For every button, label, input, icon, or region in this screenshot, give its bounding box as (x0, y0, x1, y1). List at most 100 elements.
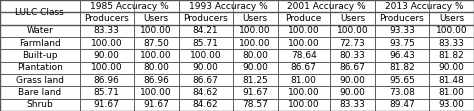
Text: 86.67: 86.67 (339, 63, 365, 72)
Text: 96.43: 96.43 (389, 51, 415, 60)
Text: 78.64: 78.64 (291, 51, 317, 60)
Bar (134, 86, 179, 99)
Text: Grass land: Grass land (16, 76, 64, 85)
Text: 73.08: 73.08 (389, 88, 415, 97)
Text: 100.00: 100.00 (337, 26, 368, 35)
Bar (375, 37, 429, 49)
Bar (278, 49, 330, 62)
Bar (233, 62, 278, 74)
Text: 100.00: 100.00 (239, 39, 271, 48)
Bar (233, 49, 278, 62)
Text: 81.00: 81.00 (291, 76, 317, 85)
Text: Producers: Producers (183, 14, 228, 23)
Bar (0, 86, 80, 99)
Bar (179, 49, 233, 62)
Text: 80.00: 80.00 (242, 51, 268, 60)
Text: 83.33: 83.33 (94, 26, 119, 35)
Bar (134, 62, 179, 74)
Bar (0, 62, 80, 74)
Bar (179, 12, 233, 25)
Text: 85.71: 85.71 (94, 88, 119, 97)
Text: 100.00: 100.00 (91, 39, 122, 48)
Bar (134, 25, 179, 37)
Text: 78.57: 78.57 (242, 100, 268, 109)
Bar (330, 49, 375, 62)
Text: 90.00: 90.00 (438, 63, 465, 72)
Text: 2013 Accuracy %: 2013 Accuracy % (385, 2, 464, 11)
Text: 86.67: 86.67 (291, 63, 317, 72)
Text: 81.25: 81.25 (242, 76, 268, 85)
Text: 81.82: 81.82 (389, 63, 415, 72)
Bar (375, 74, 429, 86)
Bar (0, 0, 80, 25)
Text: Producers: Producers (380, 14, 424, 23)
Bar (179, 0, 278, 12)
Text: 100.00: 100.00 (91, 63, 122, 72)
Bar (375, 0, 474, 12)
Text: 83.33: 83.33 (438, 39, 465, 48)
Text: Water: Water (27, 26, 53, 35)
Bar (179, 62, 233, 74)
Text: 100.00: 100.00 (288, 100, 319, 109)
Bar (134, 49, 179, 62)
Text: 100.00: 100.00 (288, 88, 319, 97)
Bar (179, 74, 233, 86)
Bar (80, 12, 134, 25)
Text: Producers: Producers (84, 14, 129, 23)
Text: 83.33: 83.33 (339, 100, 365, 109)
Text: 86.96: 86.96 (143, 76, 169, 85)
Bar (375, 25, 429, 37)
Bar (330, 99, 375, 111)
Text: 89.47: 89.47 (389, 100, 415, 109)
Bar (233, 74, 278, 86)
Bar (429, 12, 474, 25)
Text: 91.67: 91.67 (143, 100, 169, 109)
Bar (134, 99, 179, 111)
Text: 100.00: 100.00 (140, 51, 172, 60)
Text: 84.62: 84.62 (193, 100, 219, 109)
Bar (278, 12, 330, 25)
Text: Built-up: Built-up (22, 51, 58, 60)
Text: 90.00: 90.00 (193, 63, 219, 72)
Text: 86.67: 86.67 (193, 76, 219, 85)
Text: Farmland: Farmland (19, 39, 61, 48)
Bar (375, 99, 429, 111)
Text: Shrub: Shrub (27, 100, 53, 109)
Text: 100.00: 100.00 (140, 26, 172, 35)
Text: 85.71: 85.71 (193, 39, 219, 48)
Text: 80.00: 80.00 (143, 63, 169, 72)
Text: 86.96: 86.96 (94, 76, 119, 85)
Bar (0, 37, 80, 49)
Bar (80, 62, 134, 74)
Text: 100.00: 100.00 (239, 26, 271, 35)
Text: Users: Users (144, 14, 169, 23)
Text: 1993 Accuracy %: 1993 Accuracy % (189, 2, 268, 11)
Text: LULC Class: LULC Class (16, 8, 64, 17)
Bar (134, 74, 179, 86)
Text: 90.00: 90.00 (339, 76, 365, 85)
Bar (375, 49, 429, 62)
Text: 100.00: 100.00 (190, 51, 221, 60)
Bar (330, 74, 375, 86)
Bar (429, 62, 474, 74)
Text: 84.21: 84.21 (193, 26, 219, 35)
Text: 100.00: 100.00 (288, 26, 319, 35)
Bar (278, 74, 330, 86)
Bar (278, 99, 330, 111)
Bar (278, 37, 330, 49)
Text: 81.00: 81.00 (438, 88, 465, 97)
Bar (134, 12, 179, 25)
Bar (233, 99, 278, 111)
Bar (233, 37, 278, 49)
Bar (429, 86, 474, 99)
Text: 100.00: 100.00 (288, 39, 319, 48)
Text: 80.33: 80.33 (339, 51, 365, 60)
Bar (80, 0, 179, 12)
Text: 95.65: 95.65 (389, 76, 415, 85)
Bar (0, 49, 80, 62)
Bar (179, 37, 233, 49)
Bar (179, 99, 233, 111)
Bar (0, 74, 80, 86)
Bar (330, 62, 375, 74)
Bar (233, 25, 278, 37)
